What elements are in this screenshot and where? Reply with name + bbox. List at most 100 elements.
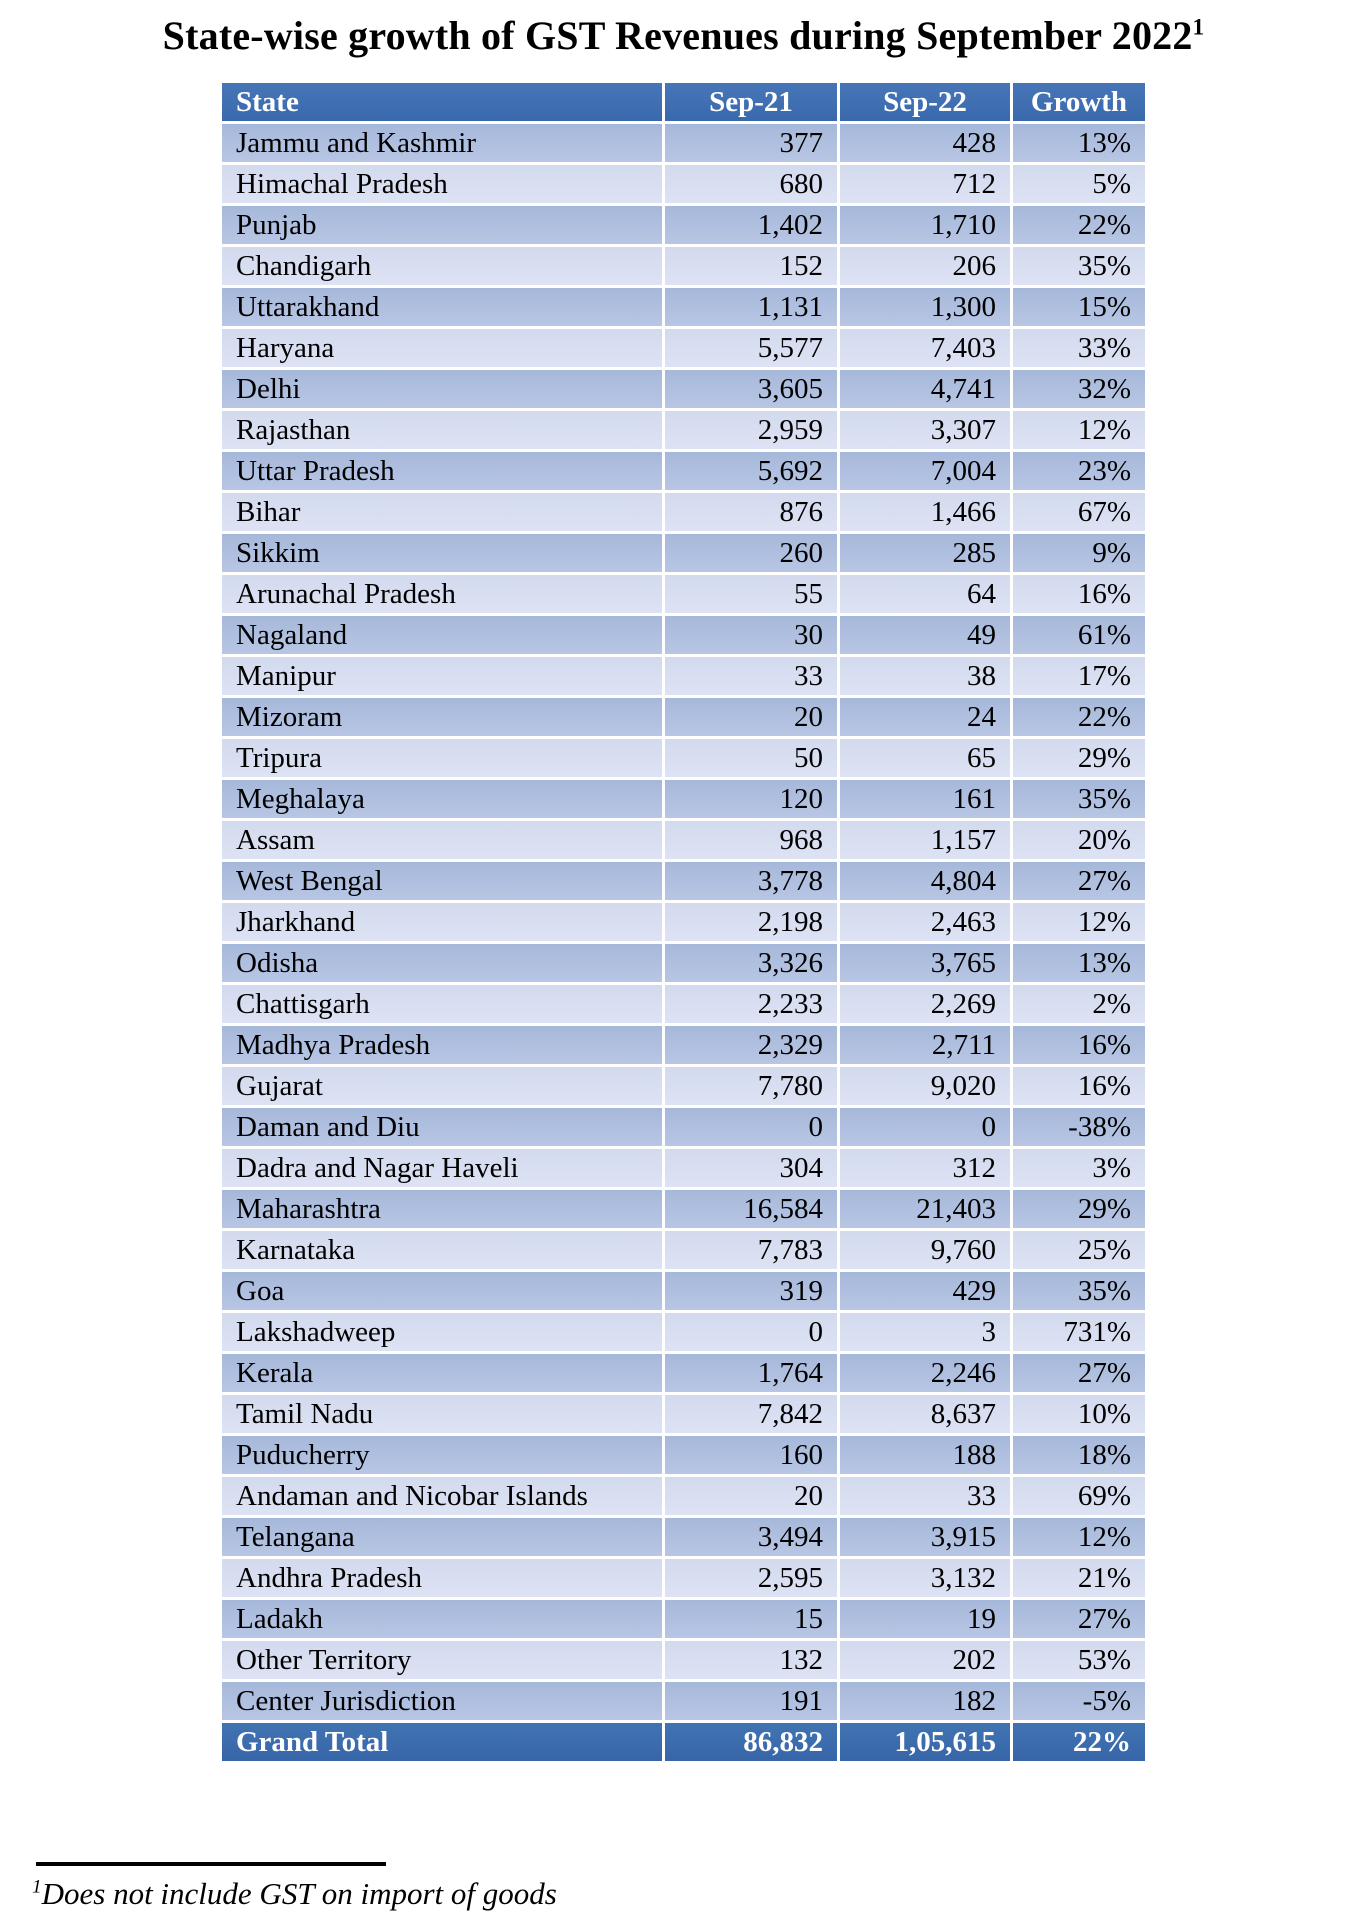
growth-cell: 18% <box>1013 1436 1145 1474</box>
sep22-cell: 4,804 <box>840 862 1010 900</box>
sep21-cell: 1,131 <box>665 288 837 326</box>
growth-cell: 35% <box>1013 1272 1145 1310</box>
state-cell: Andhra Pradesh <box>222 1559 662 1597</box>
state-cell: Assam <box>222 821 662 859</box>
sep22-cell: 428 <box>840 124 1010 162</box>
growth-cell: 13% <box>1013 124 1145 162</box>
state-cell: Goa <box>222 1272 662 1310</box>
table-row: Odisha 3,326 3,765 13% <box>222 944 1145 982</box>
growth-cell: 16% <box>1013 1067 1145 1105</box>
sep21-cell: 16,584 <box>665 1190 837 1228</box>
growth-cell: 27% <box>1013 1600 1145 1638</box>
sep22-cell: 65 <box>840 739 1010 777</box>
growth-cell: 13% <box>1013 944 1145 982</box>
sep22-cell: 206 <box>840 247 1010 285</box>
growth-cell: 35% <box>1013 780 1145 818</box>
growth-cell: 15% <box>1013 288 1145 326</box>
sep21-cell: 2,329 <box>665 1026 837 1064</box>
sep22-cell: 3,132 <box>840 1559 1010 1597</box>
growth-cell: 22% <box>1013 1723 1145 1761</box>
state-cell: Tripura <box>222 739 662 777</box>
state-cell: Bihar <box>222 493 662 531</box>
state-cell: Madhya Pradesh <box>222 1026 662 1064</box>
growth-cell: 69% <box>1013 1477 1145 1515</box>
state-cell: Dadra and Nagar Haveli <box>222 1149 662 1187</box>
page-title-text: State-wise growth of GST Revenues during… <box>162 13 1193 58</box>
table-row: Meghalaya 120 161 35% <box>222 780 1145 818</box>
sep21-cell: 132 <box>665 1641 837 1679</box>
sep21-cell: 120 <box>665 780 837 818</box>
table-row: Karnataka 7,783 9,760 25% <box>222 1231 1145 1269</box>
state-cell: Jammu and Kashmir <box>222 124 662 162</box>
sep21-cell: 876 <box>665 493 837 531</box>
growth-cell: 29% <box>1013 739 1145 777</box>
sep22-cell: 1,157 <box>840 821 1010 859</box>
sep22-cell: 19 <box>840 1600 1010 1638</box>
sep21-cell: 3,605 <box>665 370 837 408</box>
sep22-cell: 9,020 <box>840 1067 1010 1105</box>
sep22-cell: 1,300 <box>840 288 1010 326</box>
sep22-cell: 4,741 <box>840 370 1010 408</box>
sep21-cell: 7,783 <box>665 1231 837 1269</box>
grand-total-row: Grand Total 86,832 1,05,615 22% <box>222 1723 1145 1761</box>
table-row: Punjab 1,402 1,710 22% <box>222 206 1145 244</box>
state-cell: Andaman and Nicobar Islands <box>222 1477 662 1515</box>
table-row: Haryana 5,577 7,403 33% <box>222 329 1145 367</box>
growth-cell: 12% <box>1013 411 1145 449</box>
state-cell: Other Territory <box>222 1641 662 1679</box>
sep22-cell: 182 <box>840 1682 1010 1720</box>
sep22-cell: 64 <box>840 575 1010 613</box>
state-cell: Ladakh <box>222 1600 662 1638</box>
sep21-cell: 15 <box>665 1600 837 1638</box>
sep22-cell: 188 <box>840 1436 1010 1474</box>
table-row: Uttarakhand 1,131 1,300 15% <box>222 288 1145 326</box>
table-row: Lakshadweep 0 3 731% <box>222 1313 1145 1351</box>
sep22-cell: 7,403 <box>840 329 1010 367</box>
growth-cell: 17% <box>1013 657 1145 695</box>
sep22-cell: 24 <box>840 698 1010 736</box>
sep21-cell: 5,692 <box>665 452 837 490</box>
table-row: Andhra Pradesh 2,595 3,132 21% <box>222 1559 1145 1597</box>
state-cell: Jharkhand <box>222 903 662 941</box>
growth-cell: 21% <box>1013 1559 1145 1597</box>
table-row: Puducherry 160 188 18% <box>222 1436 1145 1474</box>
footnote-text: Does not include GST on import of goods <box>41 1876 557 1911</box>
sep21-cell: 33 <box>665 657 837 695</box>
table-row: Delhi 3,605 4,741 32% <box>222 370 1145 408</box>
sep22-cell: 312 <box>840 1149 1010 1187</box>
state-cell: Gujarat <box>222 1067 662 1105</box>
growth-cell: 22% <box>1013 206 1145 244</box>
sep22-cell: 49 <box>840 616 1010 654</box>
sep21-cell: 160 <box>665 1436 837 1474</box>
table-row: Andaman and Nicobar Islands 20 33 69% <box>222 1477 1145 1515</box>
growth-cell: 61% <box>1013 616 1145 654</box>
sep21-cell: 5,577 <box>665 329 837 367</box>
growth-cell: -5% <box>1013 1682 1145 1720</box>
sep21-cell: 260 <box>665 534 837 572</box>
table-row: Bihar 876 1,466 67% <box>222 493 1145 531</box>
sep22-cell: 33 <box>840 1477 1010 1515</box>
state-cell: Telangana <box>222 1518 662 1556</box>
growth-cell: 67% <box>1013 493 1145 531</box>
sep21-cell: 2,233 <box>665 985 837 1023</box>
growth-cell: 5% <box>1013 165 1145 203</box>
state-cell: Mizoram <box>222 698 662 736</box>
sep21-cell: 2,595 <box>665 1559 837 1597</box>
sep21-cell: 2,198 <box>665 903 837 941</box>
table-row: Assam 968 1,157 20% <box>222 821 1145 859</box>
sep21-cell: 55 <box>665 575 837 613</box>
table-row: Rajasthan 2,959 3,307 12% <box>222 411 1145 449</box>
table-row: Manipur 33 38 17% <box>222 657 1145 695</box>
table-row: Jammu and Kashmir 377 428 13% <box>222 124 1145 162</box>
sep21-cell: 50 <box>665 739 837 777</box>
table-row: Center Jurisdiction 191 182 -5% <box>222 1682 1145 1720</box>
sep21-cell: 86,832 <box>665 1723 837 1761</box>
growth-cell: 9% <box>1013 534 1145 572</box>
header-growth: Growth <box>1013 83 1145 121</box>
sep21-cell: 377 <box>665 124 837 162</box>
sep21-cell: 7,842 <box>665 1395 837 1433</box>
table-row: Gujarat 7,780 9,020 16% <box>222 1067 1145 1105</box>
state-cell: Kerala <box>222 1354 662 1392</box>
growth-cell: 33% <box>1013 329 1145 367</box>
